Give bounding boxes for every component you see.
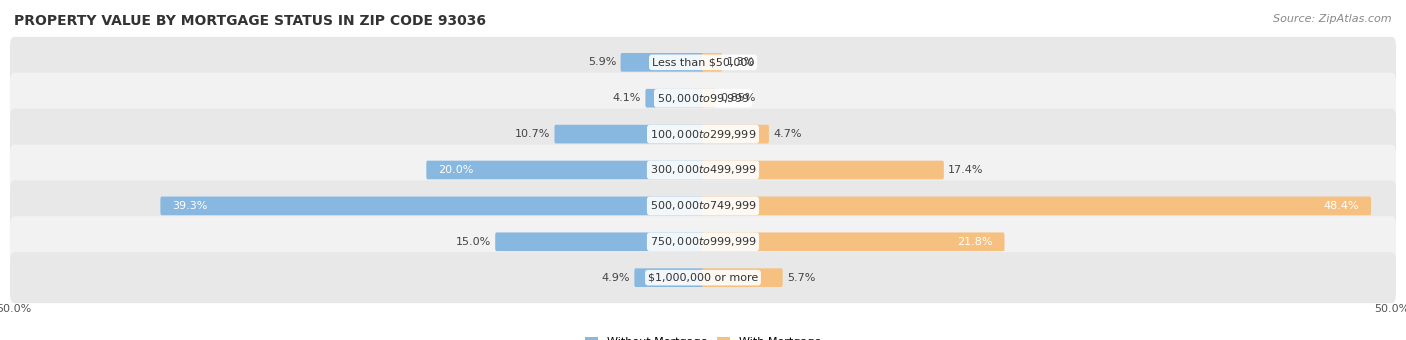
Legend: Without Mortgage, With Mortgage: Without Mortgage, With Mortgage [582,334,824,340]
Text: 5.9%: 5.9% [588,57,616,67]
FancyBboxPatch shape [620,53,704,72]
Text: 17.4%: 17.4% [948,165,984,175]
FancyBboxPatch shape [702,197,1371,215]
Text: 4.9%: 4.9% [602,273,630,283]
FancyBboxPatch shape [10,252,1396,303]
Text: PROPERTY VALUE BY MORTGAGE STATUS IN ZIP CODE 93036: PROPERTY VALUE BY MORTGAGE STATUS IN ZIP… [14,14,486,28]
FancyBboxPatch shape [10,73,1396,124]
Text: $300,000 to $499,999: $300,000 to $499,999 [650,164,756,176]
FancyBboxPatch shape [702,125,769,143]
Text: 1.3%: 1.3% [727,57,755,67]
FancyBboxPatch shape [702,89,716,107]
Text: $500,000 to $749,999: $500,000 to $749,999 [650,199,756,212]
FancyBboxPatch shape [426,161,704,179]
Text: Source: ZipAtlas.com: Source: ZipAtlas.com [1274,14,1392,23]
Text: 4.1%: 4.1% [613,93,641,103]
Text: 5.7%: 5.7% [787,273,815,283]
FancyBboxPatch shape [10,37,1396,88]
FancyBboxPatch shape [702,161,943,179]
Text: 21.8%: 21.8% [957,237,993,247]
FancyBboxPatch shape [634,268,704,287]
Text: $100,000 to $299,999: $100,000 to $299,999 [650,128,756,141]
Text: 4.7%: 4.7% [773,129,801,139]
FancyBboxPatch shape [160,197,704,215]
Text: Less than $50,000: Less than $50,000 [652,57,754,67]
FancyBboxPatch shape [702,268,783,287]
FancyBboxPatch shape [10,181,1396,231]
Text: 0.85%: 0.85% [720,93,755,103]
FancyBboxPatch shape [10,216,1396,267]
Text: 39.3%: 39.3% [173,201,208,211]
FancyBboxPatch shape [645,89,704,107]
FancyBboxPatch shape [10,109,1396,159]
Text: 15.0%: 15.0% [456,237,491,247]
FancyBboxPatch shape [554,125,704,143]
Text: $1,000,000 or more: $1,000,000 or more [648,273,758,283]
Text: 20.0%: 20.0% [439,165,474,175]
Text: 10.7%: 10.7% [515,129,550,139]
Text: 48.4%: 48.4% [1323,201,1358,211]
Text: $50,000 to $99,999: $50,000 to $99,999 [657,92,749,105]
FancyBboxPatch shape [702,233,1004,251]
FancyBboxPatch shape [10,144,1396,196]
Text: $750,000 to $999,999: $750,000 to $999,999 [650,235,756,248]
FancyBboxPatch shape [495,233,704,251]
FancyBboxPatch shape [702,53,723,72]
